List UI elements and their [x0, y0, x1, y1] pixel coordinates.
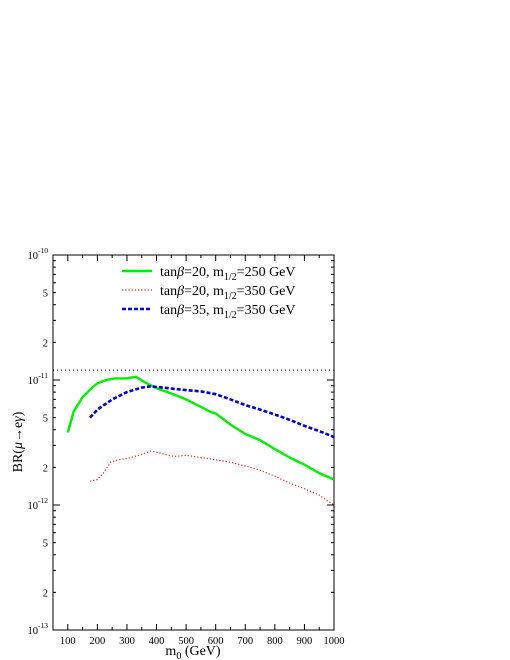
legend-label-3: tanβ=35, m1/2=350 GeV: [160, 303, 296, 321]
y-tick-label: 2: [43, 588, 48, 599]
y-tick-label: 10-11: [28, 371, 48, 387]
y-tick-label: 2: [43, 463, 48, 474]
legend-label-1: tanβ=20, m1/2=250 GeV: [160, 265, 296, 283]
y-tick-label: 5: [43, 539, 48, 550]
x-tick-label: 600: [208, 636, 224, 647]
y-tick-label: 10-10: [28, 246, 49, 262]
y-tick-label: 5: [43, 289, 48, 300]
x-tick-label: 100: [60, 636, 76, 647]
ticks-layer: 100 200 300 400 500 600 700 800 900 1000 10-10 5 2 10…: [28, 246, 345, 647]
y-tick-label: 2: [43, 338, 48, 349]
series-line-1: [66, 375, 334, 481]
x-tick-label: 400: [149, 636, 165, 647]
x-tick-label: 200: [89, 636, 105, 647]
legend-label-2: tanβ=20, m1/2=350 GeV: [160, 284, 296, 302]
series-line-3: [89, 385, 334, 439]
y-tick-label: 5: [43, 414, 48, 425]
x-tick-label: 300: [119, 636, 135, 647]
y-axis-title: BR(μ→eγ): [11, 411, 26, 472]
x-tick-label: 900: [297, 636, 313, 647]
series-layer: [66, 375, 334, 506]
series-line-2: [89, 450, 334, 506]
x-axis-title: m0 (GeV): [165, 644, 220, 660]
x-tick-label: 800: [267, 636, 283, 647]
y-tick-label: 10-12: [28, 496, 49, 512]
plot-frame: [52, 254, 335, 631]
x-tick-label: 700: [237, 636, 253, 647]
x-tick-label: 1000: [324, 636, 345, 647]
y-tick-label: 10-13: [28, 621, 49, 637]
x-tick-label: 500: [178, 636, 194, 647]
